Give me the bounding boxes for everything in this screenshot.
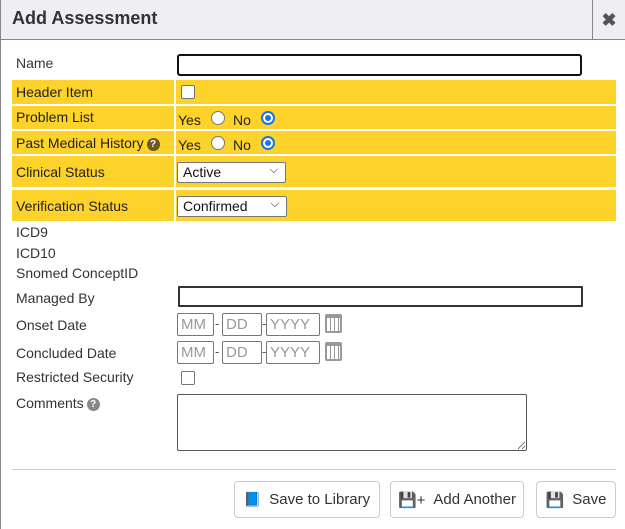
managed-by-input[interactable] [178, 286, 583, 307]
onset-day-input[interactable]: DD [222, 313, 262, 336]
snomed-label: Snomed ConceptID [16, 265, 139, 281]
problem-list-value-cell [176, 106, 616, 129]
concluded-year-input[interactable]: YYYY [266, 341, 320, 364]
date-separator: - [215, 316, 220, 331]
concluded-day-input[interactable]: DD [222, 341, 262, 364]
onset-month-input[interactable]: MM [177, 313, 214, 336]
name-label: Name [16, 55, 54, 71]
clinical-status-label-cell [12, 156, 174, 187]
clinical-status-label: Clinical Status [16, 164, 105, 180]
pmh-label: Past Medical History [16, 135, 144, 151]
managed-by-label: Managed By [16, 290, 95, 306]
onset-date-label: Onset Date [16, 317, 87, 333]
verification-status-label-cell [12, 190, 174, 221]
close-button[interactable]: ✖ [592, 0, 625, 40]
problem-list-no-label: No [233, 112, 251, 128]
pmh-yes-radio[interactable] [211, 136, 225, 150]
pmh-no-radio[interactable] [261, 136, 275, 150]
save-plus-icon: 💾+ [397, 491, 426, 509]
comments-label: Comments [16, 395, 84, 411]
date-separator: - [262, 344, 267, 359]
verification-status-select[interactable]: Confirmed ⌵ [177, 196, 287, 217]
clinical-status-value: Active [183, 164, 222, 180]
save-to-library-label: Save to Library [269, 491, 371, 508]
pmh-no-label: No [233, 137, 251, 153]
calendar-icon[interactable] [325, 314, 342, 333]
calendar-icon[interactable] [325, 342, 342, 361]
onset-year-input[interactable]: YYYY [266, 313, 320, 336]
help-icon[interactable]: ? [86, 398, 100, 411]
add-another-label: Add Another [433, 491, 516, 508]
pmh-label-cell [12, 131, 174, 154]
help-icon[interactable]: ? [146, 138, 160, 151]
pmh-yes-label: Yes [178, 137, 201, 153]
date-separator: - [262, 316, 267, 331]
concluded-date-label: Concluded Date [16, 345, 117, 361]
verification-status-label: Verification Status [16, 198, 129, 214]
save-icon: 💾 [545, 491, 565, 509]
comments-textarea[interactable] [177, 394, 527, 451]
dialog-title: Add Assessment [12, 8, 158, 28]
header-item-label: Header Item [16, 84, 94, 100]
chevron-down-icon: ⌵ [270, 198, 279, 210]
save-button[interactable]: 💾 Save [536, 481, 616, 518]
verification-status-value: Confirmed [183, 198, 248, 214]
save-to-library-button[interactable]: 📘 Save to Library [234, 481, 380, 518]
divider [12, 469, 616, 470]
header-item-value-cell [176, 80, 616, 104]
header-item-label-cell [12, 80, 174, 104]
problem-list-no-radio[interactable] [261, 111, 275, 125]
chevron-down-icon: ⌵ [269, 164, 278, 176]
concluded-month-input[interactable]: MM [177, 341, 214, 364]
restricted-security-label: Restricted Security [16, 369, 134, 385]
icd9-label: ICD9 [16, 224, 48, 240]
problem-list-label: Problem List [16, 109, 94, 125]
close-icon: ✖ [601, 9, 617, 30]
clinical-status-select[interactable]: Active ⌵ [177, 162, 286, 183]
add-another-button[interactable]: 💾+ Add Another [390, 481, 524, 518]
header-item-checkbox[interactable] [181, 85, 195, 99]
name-input[interactable] [177, 54, 582, 76]
save-label: Save [572, 491, 607, 508]
pmh-value-cell [176, 131, 616, 154]
problem-list-yes-label: Yes [178, 112, 201, 128]
problem-list-yes-radio[interactable] [211, 111, 225, 125]
dialog-header [0, 0, 625, 40]
book-icon: 📘 [243, 491, 262, 507]
restricted-security-checkbox[interactable] [181, 371, 195, 385]
icd10-label: ICD10 [16, 245, 56, 261]
problem-list-label-cell [12, 106, 174, 129]
date-separator: - [215, 344, 220, 359]
